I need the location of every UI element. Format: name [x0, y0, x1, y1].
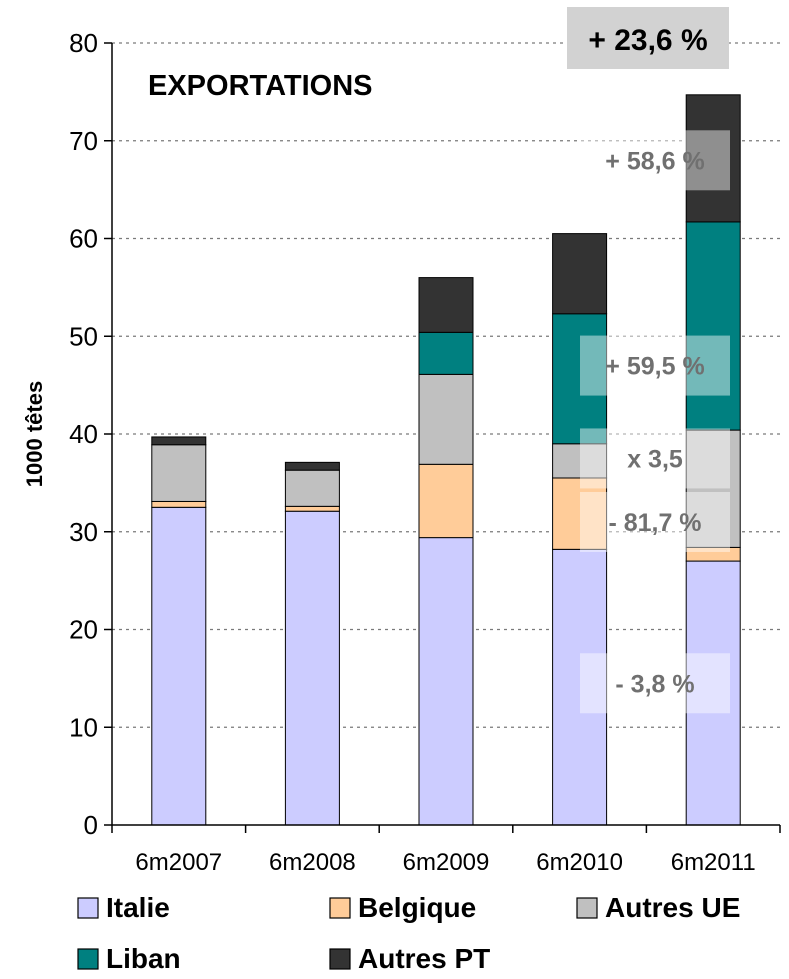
bar-segment-liban: [685, 221, 741, 431]
bar-segment-italie: [418, 537, 474, 826]
x-tick-label: 6m2007: [135, 849, 222, 876]
annotation-background: [580, 335, 730, 396]
legend-swatch: [576, 897, 598, 919]
y-tick-label: 80: [69, 28, 98, 58]
y-tick-label: 70: [69, 126, 98, 156]
bar-segment-autres-ue: [418, 373, 474, 465]
bar-segment-italie: [552, 548, 608, 826]
annotation-background: [580, 428, 730, 489]
change-annotation: - 3,8 %: [615, 670, 694, 698]
bar-segment-belgique: [418, 463, 474, 539]
legend-swatch: [77, 897, 99, 919]
y-tick-label: 60: [69, 224, 98, 254]
axes: [111, 43, 781, 833]
bar-segment-autres-pt: [685, 94, 741, 223]
total-change-label: + 23,6 %: [588, 24, 707, 57]
x-tick-label: 6m2011: [671, 849, 756, 876]
y-axis-label: 1000 têtes: [22, 381, 47, 487]
bar-segment-belgique: [284, 505, 340, 512]
bar-segment-belgique: [552, 477, 608, 550]
chart-title: EXPORTATIONS: [148, 70, 373, 102]
bar-segment-autres-pt: [418, 277, 474, 333]
bar-segment-italie: [685, 560, 741, 826]
bar-segment-belgique: [151, 500, 207, 508]
legend-label: Liban: [106, 943, 181, 974]
bar-segment-liban: [418, 331, 474, 375]
total-change-box: + 23,6 %: [567, 7, 729, 69]
x-tick-label: 6m2008: [269, 849, 356, 876]
bar-segment-autres-pt: [284, 461, 340, 471]
y-tick-label: 30: [69, 517, 98, 547]
annotation-background: [580, 130, 730, 191]
change-annotation: + 58,6 %: [605, 147, 704, 175]
total-change-background: [567, 7, 729, 69]
bars: [151, 94, 741, 826]
change-annotation: - 81,7 %: [608, 509, 701, 537]
bar-segment-autres-ue: [151, 444, 207, 502]
bar-segment-autres-ue: [552, 443, 608, 479]
annotation-background: [580, 653, 730, 714]
y-tick-label: 40: [69, 419, 98, 449]
x-tick-label: 6m2010: [536, 849, 623, 876]
legend-label: Belgique: [358, 892, 476, 923]
legend-swatch: [329, 948, 351, 970]
legend-label: Autres UE: [605, 892, 740, 923]
bar-segment-italie: [151, 506, 207, 826]
x-axis-labels: 6m2007 6m2008 6m2009 6m2010 6m2011: [135, 849, 755, 876]
bar-segment-italie: [284, 510, 340, 826]
legend-swatch: [77, 948, 99, 970]
change-annotation: x 3,5: [627, 445, 683, 473]
bar-segment-autres-pt: [552, 233, 608, 315]
legend-label: Italie: [106, 892, 170, 923]
bar-segment-liban: [552, 313, 608, 445]
bar-segment-autres-pt: [151, 436, 207, 446]
change-annotations: + 58,6 % + 59,5 % x 3,5 - 81,7 % - 3,8 %: [580, 130, 730, 714]
legend-label: Autres PT: [358, 943, 490, 974]
bar-segment-autres-ue: [284, 469, 340, 507]
legend-swatch: [329, 897, 351, 919]
x-tick-label: 6m2009: [403, 849, 490, 876]
annotation-background: [580, 491, 730, 552]
legend: Italie Belgique Autres UE Liban Autres PT: [77, 892, 740, 974]
y-tick-label: 10: [69, 712, 98, 742]
y-tick-label: 20: [69, 615, 98, 645]
y-axis-ticks: 0 10 20 30 40 50 60 70 80: [69, 28, 112, 840]
y-tick-label: 50: [69, 321, 98, 351]
y-tick-label: 0: [84, 810, 98, 840]
change-annotation: + 59,5 %: [605, 353, 704, 381]
